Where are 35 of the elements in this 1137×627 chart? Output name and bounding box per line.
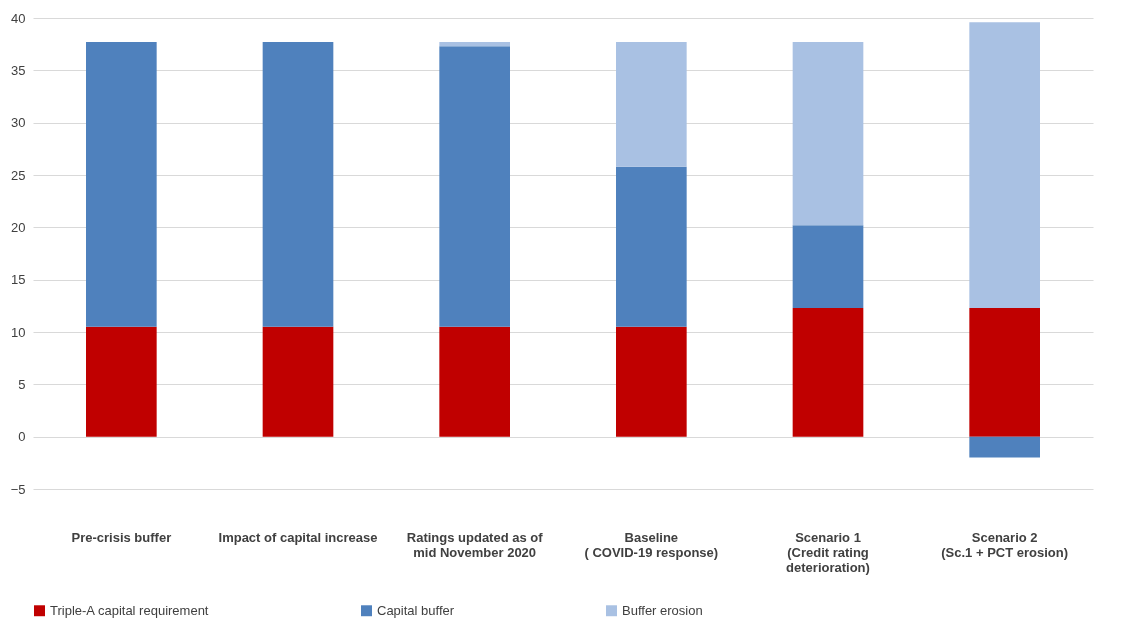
x-tick-label: Baseline ( COVID-19 response) <box>584 529 719 560</box>
y-tick-label: 40 <box>11 10 26 26</box>
bar <box>792 42 864 226</box>
bar <box>969 307 1040 437</box>
y-tick-label: 35 <box>11 62 26 78</box>
bar <box>792 307 864 437</box>
x-tick-label: Ratings updated as of mid November 2020 <box>406 529 544 560</box>
y-tick-label: −5 <box>10 481 26 497</box>
y-tick-label: 10 <box>11 324 26 340</box>
y-tick-label: 30 <box>11 115 26 131</box>
bar <box>616 166 687 327</box>
x-tick-label: Pre-crisis buffer <box>71 529 172 545</box>
bar <box>969 22 1040 308</box>
y-tick-label: 25 <box>11 167 26 183</box>
bar <box>439 326 510 437</box>
bar <box>969 436 1040 458</box>
legend-label: Buffer erosion <box>622 602 703 618</box>
bar <box>262 326 334 437</box>
bar <box>616 42 687 167</box>
bar <box>439 42 510 47</box>
y-tick-label: 0 <box>18 429 26 445</box>
legend-label: Capital buffer <box>377 602 455 618</box>
x-tick-label: Scenario 1 (Credit rating deterioration) <box>786 529 870 575</box>
x-tick-label: Scenario 2 (Sc.1 + PCT erosion) <box>941 529 1069 560</box>
bar <box>86 42 157 327</box>
bar <box>616 326 687 437</box>
bar <box>792 225 864 308</box>
y-tick-label: 20 <box>11 219 26 235</box>
bar <box>439 46 510 327</box>
y-tick-label: 5 <box>18 376 26 392</box>
bar <box>86 326 157 437</box>
bar <box>262 42 334 327</box>
y-tick-label: 15 <box>11 272 26 288</box>
legend-label: Triple-A capital requirement <box>50 602 209 618</box>
x-tick-label: Impact of capital increase <box>218 529 378 545</box>
